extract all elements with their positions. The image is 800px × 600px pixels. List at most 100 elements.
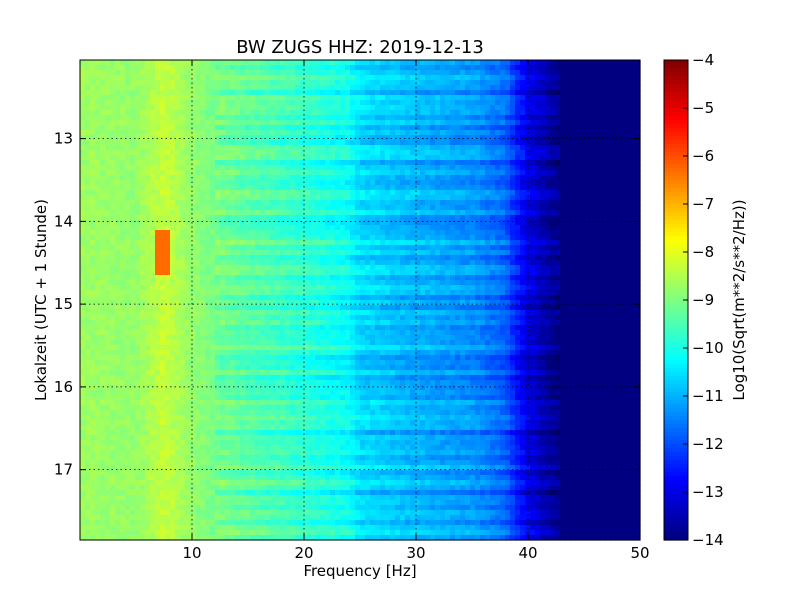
heatmap-cell [160,120,166,126]
heatmap-cell [615,180,621,186]
heatmap-cell [500,165,506,171]
heatmap-cell [400,115,406,121]
heatmap-cell [125,125,131,131]
heatmap-cell [300,225,306,231]
heatmap-cell [385,255,391,261]
heatmap-cell [630,195,636,201]
heatmap-cell [425,100,431,106]
heatmap-cell [365,155,371,161]
heatmap-cell [105,100,111,106]
heatmap-cell [170,160,176,166]
heatmap-cell [430,125,436,131]
heatmap-cell [295,105,301,111]
heatmap-cell [440,220,446,226]
heatmap-cell [300,105,306,111]
heatmap-cell [270,130,276,136]
heatmap-cell [200,225,206,231]
heatmap-cell [140,160,146,166]
heatmap-cell [285,100,291,106]
heatmap-cell [335,80,341,86]
heatmap-cell [120,80,126,86]
heatmap-cell [180,150,186,156]
heatmap-cell [335,85,341,91]
heatmap-cell [590,235,596,241]
heatmap-cell [375,275,381,281]
heatmap-cell [445,235,451,241]
heatmap-cell [450,145,456,151]
heatmap-cell [465,235,471,241]
heatmap-cell [200,100,206,106]
heatmap-cell [315,100,321,106]
heatmap-cell [450,130,456,136]
heatmap-cell [385,170,391,176]
heatmap-cell [130,120,136,126]
heatmap-cell [565,150,571,156]
heatmap-cell [500,195,506,201]
heatmap-cell [610,60,616,66]
heatmap-cell [625,80,631,86]
heatmap-cell [125,160,131,166]
heatmap-cell [375,240,381,246]
heatmap-cell [225,175,231,181]
heatmap-cell [110,205,116,211]
heatmap-cell [135,85,141,91]
heatmap-cell [445,100,451,106]
heatmap-cell [380,85,386,91]
heatmap-cell [205,120,211,126]
heatmap-cell [375,265,381,271]
heatmap-cell [380,165,386,171]
heatmap-cell [105,115,111,121]
heatmap-cell [435,130,441,136]
chart-title: BW ZUGS HHZ: 2019-12-13 [236,37,484,58]
heatmap-cell [150,190,156,196]
heatmap-cell [185,185,191,191]
heatmap-cell [580,115,586,121]
heatmap-cell [240,280,246,286]
heatmap-cell [340,75,346,81]
heatmap-cell [510,65,516,71]
heatmap-cell [450,60,456,66]
heatmap-cell [190,190,196,196]
heatmap-cell [455,175,461,181]
heatmap-cell [570,155,576,161]
heatmap-cell [480,155,486,161]
heatmap-cell [360,95,366,101]
heatmap-cell [630,245,636,251]
heatmap-cell [595,140,601,146]
heatmap-cell [510,160,516,166]
heatmap-cell [580,165,586,171]
heatmap-cell [425,260,431,266]
heatmap-cell [150,110,156,116]
heatmap-cell [320,100,326,106]
heatmap-cell [305,135,311,141]
heatmap-cell [280,140,286,146]
heatmap-cell [380,120,386,126]
heatmap-cell [635,160,641,166]
heatmap-cell [590,215,596,221]
heatmap-cell [600,265,606,271]
heatmap-cell [435,65,441,71]
heatmap-cell [120,140,126,146]
heatmap-cell [625,260,631,266]
heatmap-cell [385,100,391,106]
heatmap-cell [330,215,336,221]
heatmap-cell [340,230,346,236]
heatmap-cell [115,60,121,66]
heatmap-cell [200,215,206,221]
heatmap-cell [550,180,556,186]
heatmap-cell [485,100,491,106]
heatmap-cell [170,275,176,281]
heatmap-cell [80,75,86,81]
heatmap-cell [385,235,391,241]
heatmap-cell [215,235,221,241]
heatmap-cell [155,95,161,101]
heatmap-cell [160,200,166,206]
heatmap-cell [305,210,311,216]
heatmap-cell [470,75,476,81]
heatmap-cell [240,105,246,111]
heatmap-cell [545,120,551,126]
heatmap-cell [385,250,391,256]
heatmap-cell [180,245,186,251]
heatmap-cell [140,110,146,116]
heatmap-cell [455,195,461,201]
